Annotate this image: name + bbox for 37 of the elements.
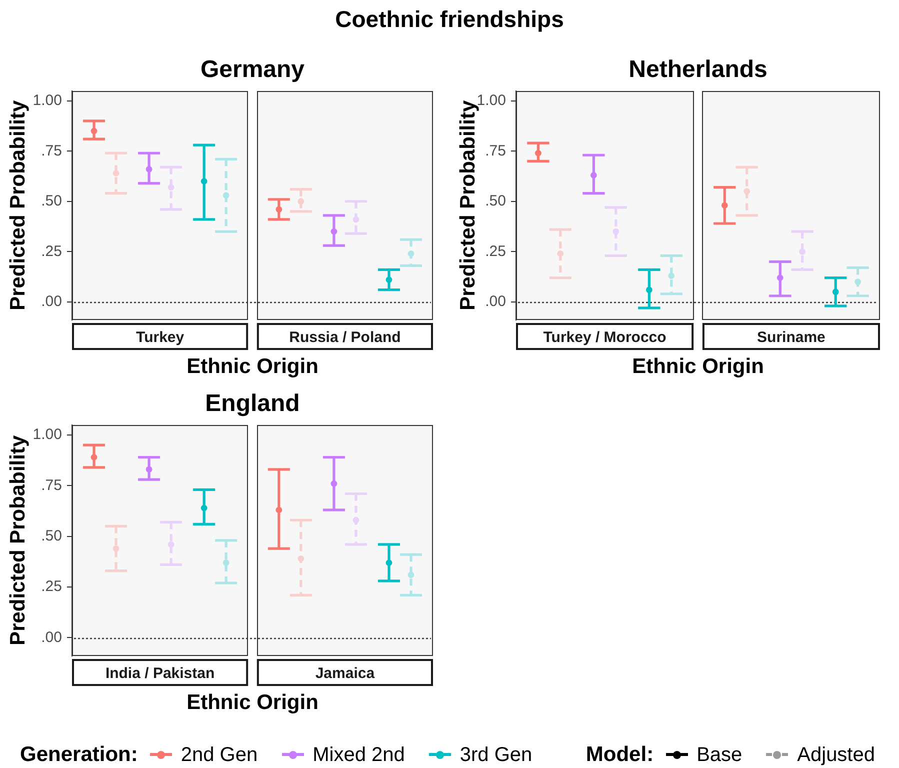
y-axis-title: Predicted Probability <box>6 100 30 310</box>
chart-title: Germany <box>200 56 306 84</box>
y-tick-label: .50 <box>41 192 62 210</box>
y-axis-title: Predicted Probability <box>456 100 480 310</box>
x-axis-title: Ethnic Origin <box>186 355 318 378</box>
y-tick-label: .75 <box>41 476 62 494</box>
y-tick-label: .75 <box>41 142 62 160</box>
legend-title: Generation: <box>20 743 138 767</box>
x-tick-label: India / Pakistan <box>105 665 215 682</box>
text: Coethnic friendships <box>334 6 565 33</box>
y-tick-label: .25 <box>41 242 62 260</box>
y-tick-label: .25 <box>485 242 506 260</box>
y-tick-label: 1.00 <box>32 426 62 444</box>
x-tick-label: Turkey <box>136 329 185 346</box>
text: Adjusted <box>797 744 875 766</box>
x-axis-title: Ethnic Origin <box>186 691 318 714</box>
y-tick-label: .50 <box>41 527 62 544</box>
x-tick-label: Russia / Poland <box>289 329 401 346</box>
y-tick-label: .00 <box>41 628 62 646</box>
y-tick-label: .50 <box>485 192 506 210</box>
chart-title: Netherlands <box>628 56 768 84</box>
y-tick-label: .00 <box>41 293 62 310</box>
y-tick-label: 1.00 <box>32 92 62 109</box>
y-tick-label: .00 <box>485 293 506 310</box>
legend-label: 2nd Gen <box>180 744 258 766</box>
x-tick-label: Suriname <box>757 329 826 346</box>
chart-title: England <box>205 390 300 418</box>
y-axis-title: Predicted Probability <box>6 435 30 646</box>
legend-label: Mixed 2nd <box>312 744 405 766</box>
text: Base <box>696 744 742 766</box>
x-tick-label: Jamaica <box>315 665 376 682</box>
y-tick-label: .25 <box>41 578 62 596</box>
y-tick-label: .75 <box>485 142 506 160</box>
x-tick-label: Turkey / Morocco <box>543 329 666 346</box>
legend-label: 3rd Gen <box>460 744 532 766</box>
text: Model: <box>586 743 654 767</box>
x-axis-title: Ethnic Origin <box>632 355 764 378</box>
